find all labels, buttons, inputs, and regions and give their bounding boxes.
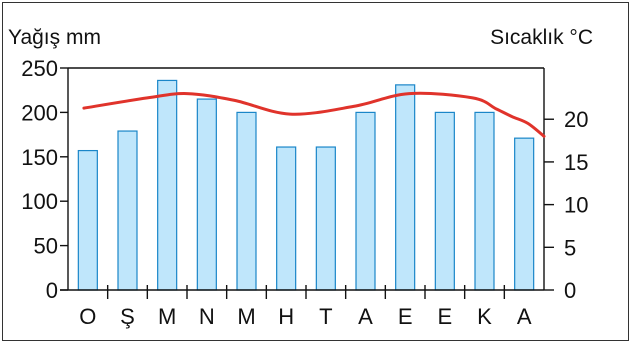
y-left-tick-label-2: 100 [21,189,58,214]
bar-1 [117,130,138,291]
bar-8 [395,84,416,291]
y-axis-right-title: Sıcaklık °C [490,26,593,49]
y-left-tick-label-3: 150 [21,145,58,170]
y-right-tick-label-2: 10 [564,193,588,218]
y-right-tick-label-3: 15 [564,150,588,175]
x-tick-label-1: Ş [120,304,135,329]
bar-5 [276,146,297,291]
y-right-tick-label-1: 5 [564,235,576,260]
x-tick-label-7: A [358,304,373,329]
bar-3 [196,98,217,291]
bar-2 [157,79,178,291]
bar-4 [236,111,257,291]
x-tick-label-3: N [199,304,215,329]
x-tick-label-4: M [237,304,255,329]
x-tick-label-8: E [398,304,413,329]
bar-9 [434,111,455,291]
x-tick-label-9: E [437,304,452,329]
y-left-tick-label-5: 250 [21,56,58,81]
y-axis-left-title: Yağış mm [8,26,101,49]
y-right-tick-label-0: 0 [564,278,576,303]
bar-7 [355,111,376,291]
x-tick-label-11: A [517,304,532,329]
bar-0 [77,149,98,291]
temperature-line [82,91,546,138]
bar-10 [474,111,495,291]
y-left-tick-label-1: 50 [34,234,58,259]
y-right-tick-label-4: 20 [564,107,588,132]
y-left-tick-label-0: 0 [46,278,58,303]
x-tick-label-2: M [158,304,176,329]
x-tick-label-6: T [319,304,332,329]
y-left-tick-label-4: 200 [21,100,58,125]
x-tick-label-10: K [477,304,492,329]
bar-11 [514,137,535,291]
x-tick-label-5: H [278,304,294,329]
bar-6 [315,146,336,291]
x-tick-label-0: O [79,304,96,329]
